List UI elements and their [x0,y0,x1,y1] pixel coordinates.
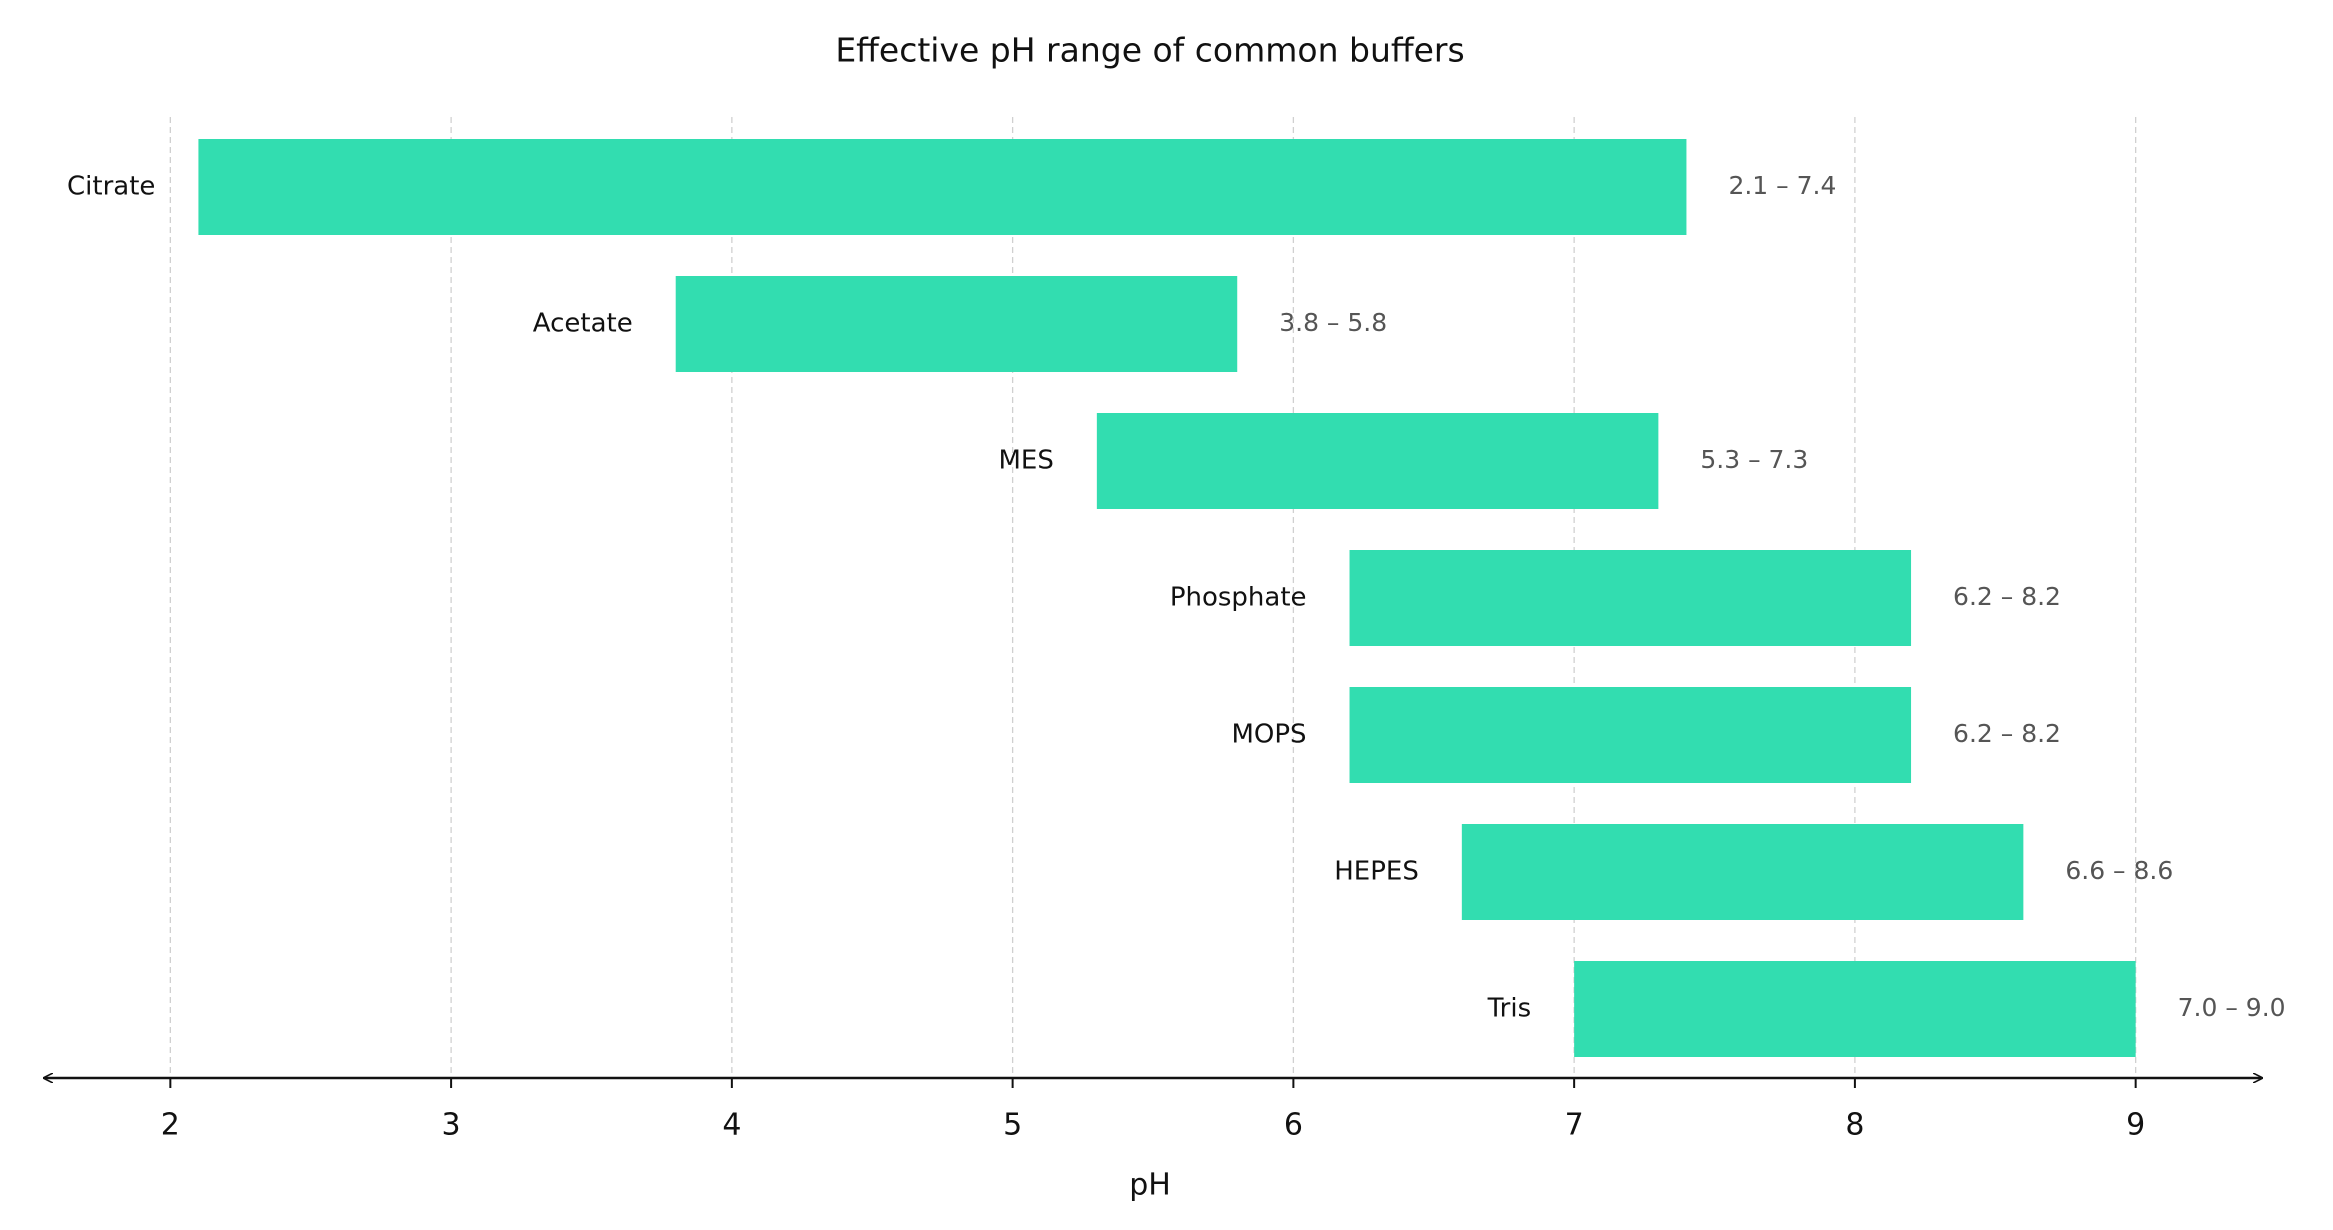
category-label: Acetate [533,309,633,339]
bar [1349,550,1912,646]
x-tick-label: 5 [1003,1108,1022,1143]
x-tick-label: 8 [1845,1108,1864,1143]
chart-title: Effective pH range of common buffers [835,31,1464,70]
category-label: Citrate [67,172,155,202]
value-label: 3.8 – 5.8 [1279,308,1387,337]
category-label: HEPES [1334,857,1419,887]
x-tick-label: 6 [1284,1108,1303,1143]
bar [675,276,1238,372]
value-label: 6.2 – 8.2 [1953,582,2061,611]
x-axis-label: pH [1129,1168,1171,1203]
bar [1574,961,2136,1057]
x-tick-label: 7 [1565,1108,1584,1143]
value-label: 7.0 – 9.0 [2178,993,2286,1022]
bar [198,139,1687,235]
value-label: 2.1 – 7.4 [1728,171,1836,200]
bar [1461,824,2024,920]
value-label: 6.6 – 8.6 [2065,856,2173,885]
category-label: MES [998,446,1053,476]
value-label: 5.3 – 7.3 [1700,445,1808,474]
x-tick-label: 2 [161,1108,180,1143]
x-tick-label: 9 [2126,1108,2145,1143]
x-tick-label: 4 [722,1108,741,1143]
x-tick-label: 3 [442,1108,461,1143]
bar [1349,687,1912,783]
category-label: Phosphate [1170,583,1307,613]
category-label: Tris [1487,994,1532,1024]
category-label: MOPS [1231,720,1306,750]
bar [1096,413,1659,509]
value-label: 6.2 – 8.2 [1953,719,2061,748]
